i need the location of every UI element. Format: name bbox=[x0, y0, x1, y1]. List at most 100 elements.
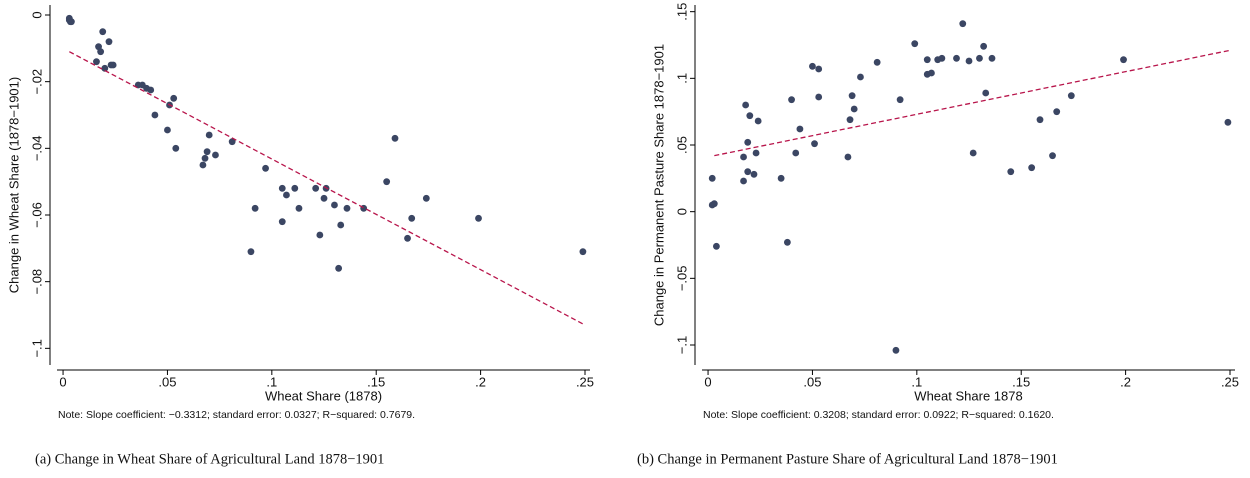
caption: (a) Change in Wheat Share of Agricultura… bbox=[35, 451, 384, 467]
point bbox=[896, 96, 904, 104]
y-tick-label: −.02 bbox=[29, 69, 44, 95]
point bbox=[331, 201, 338, 209]
point bbox=[846, 116, 854, 124]
point bbox=[783, 238, 791, 246]
point bbox=[744, 138, 752, 146]
point bbox=[815, 93, 823, 101]
point bbox=[980, 42, 988, 50]
y-axis-label: Change in Permanent Pasture Share 1878−1… bbox=[651, 44, 666, 326]
point bbox=[172, 144, 180, 152]
point bbox=[740, 153, 747, 161]
y-tick-label: −.08 bbox=[29, 269, 44, 295]
point bbox=[777, 174, 785, 182]
point bbox=[744, 168, 752, 176]
y-tick-label: 0 bbox=[29, 11, 44, 18]
point bbox=[312, 184, 320, 192]
x-tick-label: .15 bbox=[1012, 374, 1030, 389]
point bbox=[99, 28, 107, 36]
point bbox=[247, 248, 255, 256]
x-tick-label: .15 bbox=[367, 374, 385, 389]
point bbox=[262, 164, 269, 172]
y-tick-label: .05 bbox=[674, 136, 689, 154]
point bbox=[911, 40, 919, 48]
point bbox=[147, 86, 155, 94]
point bbox=[713, 242, 720, 250]
point bbox=[1049, 152, 1056, 160]
point bbox=[965, 57, 973, 65]
point bbox=[873, 58, 881, 66]
point bbox=[1028, 164, 1036, 172]
point bbox=[848, 92, 856, 100]
point bbox=[422, 194, 430, 202]
point bbox=[335, 264, 343, 272]
point bbox=[928, 69, 935, 77]
point bbox=[68, 18, 75, 26]
point bbox=[708, 174, 716, 182]
note: Note: Slope coefficient: 0.3208; standar… bbox=[703, 409, 1054, 421]
point bbox=[391, 134, 399, 142]
point bbox=[101, 64, 109, 72]
point bbox=[1036, 116, 1044, 124]
x-tick-label: .1 bbox=[911, 374, 922, 389]
point bbox=[1224, 118, 1232, 126]
point bbox=[754, 117, 762, 125]
point bbox=[383, 178, 391, 186]
point bbox=[788, 96, 795, 104]
x-tick-label: .2 bbox=[475, 374, 486, 389]
point bbox=[746, 112, 754, 120]
point bbox=[337, 221, 345, 229]
point bbox=[316, 231, 324, 239]
point bbox=[404, 234, 411, 242]
point bbox=[283, 191, 290, 199]
point bbox=[1007, 168, 1015, 176]
point bbox=[291, 184, 299, 192]
point bbox=[105, 38, 113, 46]
point bbox=[475, 214, 482, 222]
y-tick-label: .15 bbox=[674, 3, 689, 21]
point bbox=[809, 62, 816, 70]
x-tick-label: .05 bbox=[803, 374, 821, 389]
caption: (b) Change in Permanent Pasture Share of… bbox=[637, 451, 1058, 467]
point bbox=[796, 125, 804, 133]
y-tick-label: 0 bbox=[674, 208, 689, 215]
point bbox=[205, 131, 213, 139]
point bbox=[857, 73, 864, 81]
point bbox=[752, 149, 760, 157]
y-tick-label: −.1 bbox=[674, 336, 689, 354]
point bbox=[710, 200, 718, 208]
point bbox=[982, 89, 990, 97]
point bbox=[892, 346, 900, 354]
x-tick-label: 0 bbox=[59, 374, 66, 389]
point bbox=[1053, 108, 1061, 116]
point bbox=[988, 54, 996, 62]
point bbox=[923, 56, 931, 64]
y-tick-label: −.06 bbox=[29, 202, 44, 228]
point bbox=[164, 126, 171, 134]
point bbox=[969, 149, 977, 157]
point bbox=[850, 105, 858, 113]
point bbox=[199, 161, 207, 169]
x-tick-label: 0 bbox=[704, 374, 711, 389]
point bbox=[953, 54, 960, 62]
x-tick-label: .25 bbox=[1221, 374, 1239, 389]
x-tick-label: .05 bbox=[158, 374, 176, 389]
point bbox=[976, 54, 983, 62]
point bbox=[792, 149, 800, 157]
point bbox=[740, 177, 747, 185]
point bbox=[251, 204, 259, 212]
point bbox=[97, 48, 105, 56]
x-tick-label: .1 bbox=[266, 374, 277, 389]
point bbox=[278, 218, 286, 226]
x-tick-label: .25 bbox=[576, 374, 594, 389]
point bbox=[959, 20, 967, 28]
fit-line bbox=[69, 51, 586, 326]
point bbox=[742, 101, 750, 109]
point bbox=[811, 140, 818, 148]
point bbox=[170, 94, 178, 102]
point bbox=[938, 54, 946, 62]
point bbox=[579, 248, 587, 256]
note: Note: Slope coefficient: −0.3312; standa… bbox=[58, 409, 415, 421]
y-tick-label: −.05 bbox=[674, 265, 689, 291]
x-axis-label: Wheat Share (1878) bbox=[265, 388, 382, 403]
